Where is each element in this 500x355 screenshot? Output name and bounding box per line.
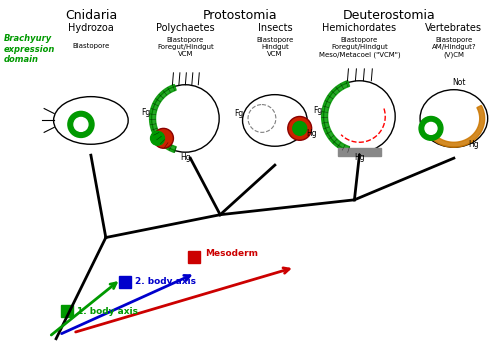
Text: Blastopore
Hindgut
VCM: Blastopore Hindgut VCM — [256, 37, 294, 57]
Bar — [338, 148, 382, 156]
Ellipse shape — [54, 97, 128, 144]
Text: Hg: Hg — [354, 153, 364, 162]
Bar — [61, 305, 73, 317]
Text: Blastopore
AM/Hindgut?
(V)CM: Blastopore AM/Hindgut? (V)CM — [432, 37, 476, 58]
Circle shape — [419, 116, 443, 140]
Text: Polychaetes: Polychaetes — [156, 23, 214, 33]
Circle shape — [68, 111, 94, 137]
Text: Brachyury
expression
domain: Brachyury expression domain — [4, 34, 55, 64]
Text: Hemichordates: Hemichordates — [322, 23, 396, 33]
Text: 1. body axis: 1. body axis — [77, 307, 138, 316]
Text: Mesoderm: Mesoderm — [206, 250, 258, 258]
Text: Fg: Fg — [142, 108, 150, 117]
Text: Fg: Fg — [234, 109, 243, 118]
Circle shape — [74, 118, 88, 131]
Text: Blastopore
Foregut/Hindgut
Meso/Metacoel ("VCM"): Blastopore Foregut/Hindgut Meso/Metacoel… — [318, 37, 400, 58]
Text: Protostomia: Protostomia — [202, 9, 278, 22]
Text: Fg: Fg — [314, 106, 322, 115]
Text: Hg: Hg — [180, 153, 190, 162]
Text: Hydrozoa: Hydrozoa — [68, 23, 114, 33]
Text: Not: Not — [452, 78, 466, 87]
Text: Deuterostomia: Deuterostomia — [343, 9, 436, 22]
Circle shape — [425, 122, 437, 134]
Text: 2. body axis: 2. body axis — [134, 277, 196, 286]
Circle shape — [154, 129, 174, 148]
Bar — [118, 276, 130, 288]
Circle shape — [288, 116, 312, 140]
Ellipse shape — [420, 90, 488, 147]
Text: Insects: Insects — [258, 23, 292, 33]
Circle shape — [150, 131, 164, 145]
Text: Cnidaria: Cnidaria — [65, 9, 117, 22]
Ellipse shape — [152, 85, 219, 152]
Ellipse shape — [324, 81, 395, 152]
Text: Hg: Hg — [306, 129, 318, 138]
Polygon shape — [322, 81, 349, 152]
Text: Hg: Hg — [468, 140, 479, 149]
Polygon shape — [426, 105, 484, 147]
Bar — [188, 251, 200, 263]
Text: Vertebrates: Vertebrates — [426, 23, 482, 33]
Text: Blastopore
Foregut/Hindgut
VCM: Blastopore Foregut/Hindgut VCM — [157, 37, 214, 57]
Text: Blastopore: Blastopore — [72, 43, 110, 49]
Polygon shape — [150, 84, 176, 152]
Circle shape — [293, 121, 306, 135]
Ellipse shape — [242, 95, 307, 146]
